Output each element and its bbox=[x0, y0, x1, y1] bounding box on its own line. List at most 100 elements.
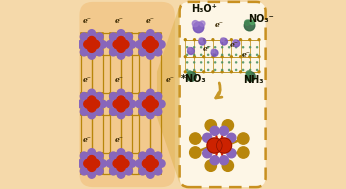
Circle shape bbox=[88, 171, 95, 178]
Circle shape bbox=[99, 100, 107, 108]
Circle shape bbox=[146, 163, 154, 171]
Circle shape bbox=[91, 40, 100, 49]
Circle shape bbox=[136, 100, 143, 108]
Circle shape bbox=[221, 38, 227, 45]
Circle shape bbox=[117, 159, 125, 168]
Circle shape bbox=[256, 62, 258, 63]
Circle shape bbox=[110, 33, 117, 40]
Circle shape bbox=[208, 69, 209, 70]
Circle shape bbox=[221, 54, 223, 55]
Circle shape bbox=[221, 69, 223, 70]
Circle shape bbox=[227, 133, 236, 142]
Circle shape bbox=[184, 56, 186, 58]
Circle shape bbox=[194, 69, 195, 70]
Circle shape bbox=[86, 39, 98, 50]
Circle shape bbox=[199, 38, 206, 45]
Circle shape bbox=[154, 152, 162, 160]
Text: e⁻: e⁻ bbox=[146, 17, 154, 25]
Text: H₃O⁺: H₃O⁺ bbox=[192, 4, 217, 14]
Circle shape bbox=[123, 161, 128, 166]
Circle shape bbox=[113, 100, 121, 108]
Circle shape bbox=[200, 21, 205, 26]
Circle shape bbox=[117, 163, 125, 171]
Circle shape bbox=[227, 149, 236, 158]
Circle shape bbox=[154, 167, 162, 175]
Circle shape bbox=[212, 56, 214, 58]
Circle shape bbox=[117, 52, 125, 59]
Circle shape bbox=[143, 100, 151, 108]
Circle shape bbox=[139, 92, 146, 100]
Circle shape bbox=[243, 47, 244, 48]
Circle shape bbox=[147, 89, 154, 97]
Circle shape bbox=[117, 100, 125, 108]
Circle shape bbox=[186, 47, 188, 48]
Circle shape bbox=[212, 71, 214, 73]
Circle shape bbox=[205, 160, 217, 171]
Circle shape bbox=[193, 22, 204, 33]
Circle shape bbox=[222, 160, 234, 171]
Circle shape bbox=[123, 103, 128, 108]
Circle shape bbox=[136, 160, 143, 167]
Circle shape bbox=[150, 159, 158, 168]
Circle shape bbox=[125, 108, 133, 115]
Circle shape bbox=[233, 40, 240, 47]
Circle shape bbox=[194, 54, 195, 55]
Circle shape bbox=[145, 39, 156, 50]
Circle shape bbox=[243, 54, 244, 55]
Circle shape bbox=[256, 69, 258, 70]
Circle shape bbox=[117, 30, 125, 37]
Circle shape bbox=[246, 72, 255, 81]
Text: e⁻: e⁻ bbox=[83, 76, 92, 84]
Circle shape bbox=[94, 161, 99, 166]
Circle shape bbox=[184, 71, 186, 73]
Circle shape bbox=[147, 52, 154, 59]
Circle shape bbox=[147, 30, 154, 37]
Circle shape bbox=[157, 160, 165, 167]
Circle shape bbox=[113, 159, 121, 168]
Circle shape bbox=[147, 149, 154, 156]
Circle shape bbox=[115, 158, 127, 169]
Text: NH₃: NH₃ bbox=[243, 75, 263, 85]
Circle shape bbox=[230, 56, 232, 58]
Circle shape bbox=[222, 120, 234, 131]
Circle shape bbox=[219, 156, 228, 165]
Circle shape bbox=[208, 47, 209, 48]
Circle shape bbox=[146, 104, 154, 112]
Circle shape bbox=[145, 158, 156, 169]
Circle shape bbox=[203, 149, 212, 158]
Circle shape bbox=[146, 156, 154, 164]
Circle shape bbox=[211, 50, 218, 56]
FancyBboxPatch shape bbox=[180, 2, 266, 187]
Circle shape bbox=[186, 69, 188, 70]
Circle shape bbox=[146, 96, 154, 104]
Circle shape bbox=[201, 54, 202, 55]
Circle shape bbox=[208, 54, 209, 55]
Circle shape bbox=[143, 40, 151, 49]
Circle shape bbox=[154, 33, 162, 40]
Text: e⁻: e⁻ bbox=[165, 76, 174, 84]
Circle shape bbox=[207, 138, 222, 153]
Circle shape bbox=[236, 54, 237, 55]
Circle shape bbox=[244, 20, 255, 31]
Circle shape bbox=[236, 69, 237, 70]
Circle shape bbox=[139, 167, 146, 175]
Circle shape bbox=[117, 104, 125, 112]
Circle shape bbox=[186, 62, 188, 63]
Circle shape bbox=[86, 158, 98, 169]
Circle shape bbox=[117, 171, 125, 178]
Circle shape bbox=[139, 48, 146, 56]
Circle shape bbox=[88, 52, 95, 59]
Circle shape bbox=[193, 71, 195, 73]
Circle shape bbox=[201, 69, 202, 70]
Circle shape bbox=[194, 62, 195, 63]
Circle shape bbox=[125, 48, 133, 56]
Circle shape bbox=[77, 41, 84, 48]
Circle shape bbox=[153, 161, 157, 166]
Circle shape bbox=[154, 48, 162, 56]
Circle shape bbox=[157, 100, 165, 108]
Circle shape bbox=[86, 98, 98, 110]
Circle shape bbox=[145, 98, 156, 110]
Text: NO₃⁻: NO₃⁻ bbox=[248, 14, 273, 24]
Circle shape bbox=[128, 100, 136, 108]
Circle shape bbox=[215, 54, 216, 55]
